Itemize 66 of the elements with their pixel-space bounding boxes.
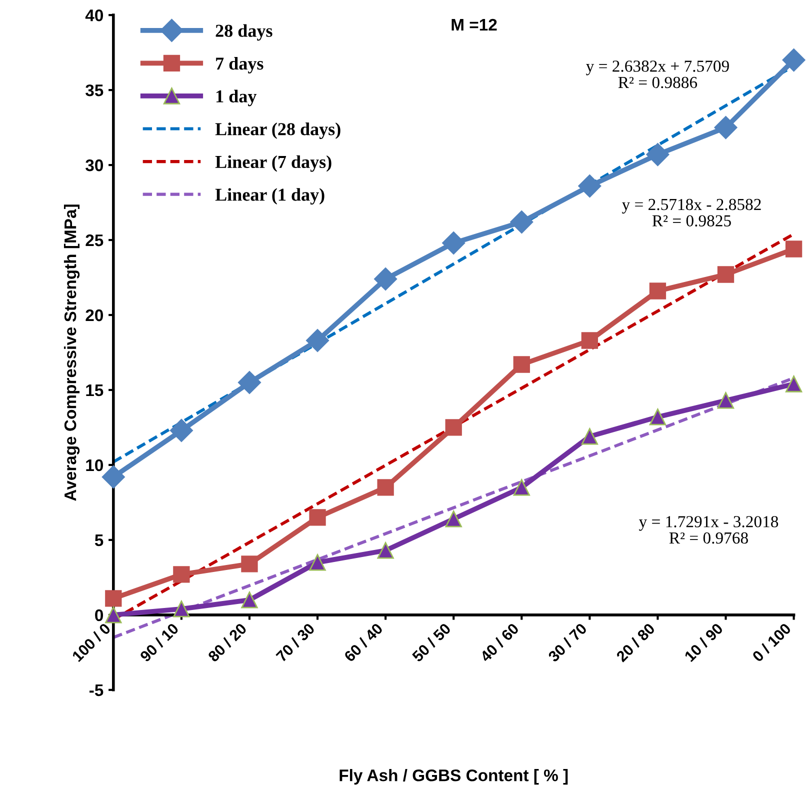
point: [173, 566, 190, 583]
point: [445, 419, 462, 436]
x-tick-label: 100 / 0: [71, 622, 112, 662]
y-tick-label: 15: [86, 384, 104, 396]
y-axis-title: Average Compressive Strength [MPa]: [64, 204, 80, 501]
chart-title: M =12: [452, 18, 497, 31]
point: [442, 232, 466, 255]
y-tick-label: 40: [85, 9, 103, 22]
annotation: y = 1.7291x - 3.2018 R² = 0.9768: [638, 516, 778, 544]
legend-label: 28 days: [216, 24, 272, 41]
x-tick-label: 20 / 80: [615, 622, 656, 663]
point: [105, 590, 122, 607]
y-tick-label: 20: [86, 309, 103, 322]
point: [241, 592, 258, 608]
point: [717, 266, 734, 283]
point: [105, 606, 122, 624]
x-tick-label: 50 / 50: [411, 622, 452, 663]
point: [377, 542, 394, 559]
point: [782, 48, 806, 72]
x-tick-label: 80 / 20: [207, 622, 248, 663]
y-tick-label: -5: [90, 684, 104, 696]
annotation: y = 2.6382x + 7.5709 R² = 0.9886: [586, 60, 729, 88]
point: [377, 479, 394, 496]
point: [649, 408, 666, 426]
legend-label: 7 days: [216, 56, 264, 74]
x-tick-label: 40 / 60: [479, 622, 520, 663]
y-tick-label: 35: [86, 84, 104, 96]
point: [102, 465, 125, 488]
x-tick-label: 70 / 30: [275, 622, 316, 662]
point: [578, 174, 602, 198]
point: [241, 556, 258, 572]
point: [581, 332, 598, 349]
annotation: y = 2.5718x - 2.8582 R² = 0.9825: [622, 198, 761, 227]
point: [238, 370, 261, 394]
point: [173, 600, 190, 618]
point: [785, 376, 802, 392]
point: [306, 328, 330, 352]
x-tick-label: 60 / 40: [343, 622, 384, 663]
x-tick-label: 30 / 70: [547, 622, 588, 663]
legend-label: Linear (1 day): [215, 188, 324, 205]
point: [513, 479, 530, 496]
point: [309, 554, 326, 571]
x-axis-title: Fly Ash / GGBS Content [ % ]: [340, 769, 568, 785]
point: [785, 240, 802, 258]
point: [649, 282, 666, 300]
point: [714, 116, 738, 140]
x-tick-label: 90 / 10: [139, 622, 180, 663]
point: [581, 428, 598, 445]
legend-label: 1 day: [216, 90, 257, 106]
point: [445, 510, 462, 528]
point: [309, 509, 326, 526]
y-tick-label: 5: [94, 534, 104, 546]
legend-label: Linear (7 days): [215, 155, 332, 172]
point: [170, 418, 193, 442]
legend-label: Linear (28 days): [215, 122, 340, 139]
y-tick-label: 30: [86, 159, 103, 172]
x-tick-label: 0 / 100: [751, 622, 792, 663]
point: [510, 210, 534, 234]
point: [646, 143, 670, 166]
y-tick-label: 10: [86, 459, 103, 472]
point: [717, 392, 734, 409]
point: [513, 356, 530, 373]
y-tick-label: 0: [95, 609, 103, 622]
y-tick-label: 25: [86, 234, 104, 246]
point: [374, 268, 398, 291]
x-tick-label: 10 / 90: [684, 622, 724, 662]
